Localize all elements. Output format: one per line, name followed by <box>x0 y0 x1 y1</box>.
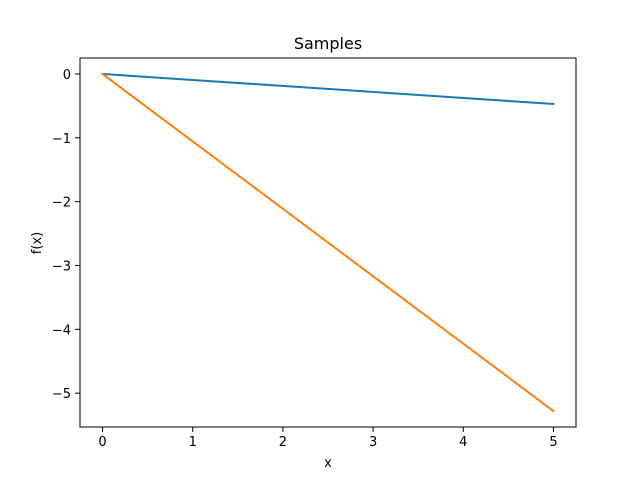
x-axis-label: x <box>324 456 332 471</box>
series-line-1 <box>101 72 555 106</box>
x-tick-label-3: 3 <box>369 435 377 450</box>
plot-area: 0 1 2 3 4 5 0 −1 −2 −3 −4 −5 <box>52 57 577 450</box>
y-tick-label-3: −3 <box>52 259 71 274</box>
y-tick-label-2: −2 <box>52 196 71 211</box>
y-axis-label: f(x) <box>30 232 45 254</box>
y-tick-label-4: −4 <box>52 323 71 338</box>
series-line-2 <box>101 72 555 413</box>
y-tick-label-1: −1 <box>52 132 71 147</box>
axes-frame <box>79 57 577 428</box>
chart-title: Samples <box>294 34 362 53</box>
x-tick-label-5: 5 <box>549 435 557 450</box>
x-tick-label-1: 1 <box>189 435 197 450</box>
x-tick-label-2: 2 <box>279 435 287 450</box>
y-tick-label-0: 0 <box>63 68 71 83</box>
x-tick-label-0: 0 <box>98 435 106 450</box>
x-tick-label-4: 4 <box>459 435 467 450</box>
y-tick-label-5: −5 <box>52 387 71 402</box>
